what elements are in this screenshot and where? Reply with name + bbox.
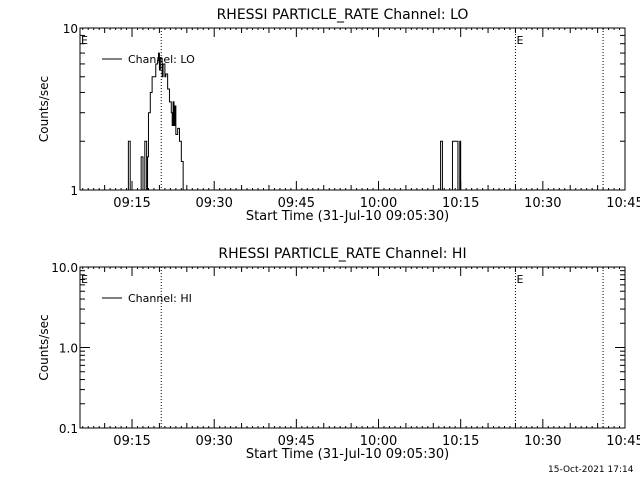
panel-2-legend-label: Channel: HI — [128, 292, 192, 305]
panel-2-x-tick-label: 09:30 — [195, 434, 232, 449]
panel-1-y-axis-label: Counts/sec — [37, 76, 51, 142]
panel-2-title: RHESSI PARTICLE_RATE Channel: HI — [218, 246, 466, 262]
panel-2-y-tick-label: 1.0 — [59, 342, 78, 356]
panel-2-x-axis-label: Start Time (31-Jul-10 09:05:30) — [246, 447, 449, 462]
panel-2-x-tick-label: 10:45 — [606, 434, 640, 449]
panel-1-x-tick-label: 09:15 — [113, 196, 150, 211]
panel-1-title: RHESSI PARTICLE_RATE Channel: LO — [217, 7, 469, 23]
panel-1-series-line — [126, 52, 462, 191]
panel-1-x-tick-label: 10:15 — [442, 196, 479, 211]
panel-2-event-marker-label: E — [516, 273, 523, 286]
panel-1-event-marker-label: E — [516, 34, 523, 47]
panel-1-x-axis-label: Start Time (31-Jul-10 09:05:30) — [246, 209, 449, 224]
panel-1-x-tick-label: 10:30 — [524, 196, 561, 211]
panel-2-y-axis-label: Counts/sec — [37, 314, 51, 380]
panel-2-x-tick-label: 10:30 — [524, 434, 561, 449]
panel-1-legend-label: Channel: LO — [128, 53, 195, 66]
panel-1-x-tick-label: 09:45 — [278, 196, 315, 211]
panel-2-x-tick-label: 09:15 — [113, 434, 150, 449]
panel-1-y-tick-label: 10 — [63, 22, 78, 36]
panel-2-x-tick-label: 10:15 — [442, 434, 479, 449]
panel-1-y-tick-label: 1 — [70, 184, 78, 198]
panel-1-x-tick-label: 10:00 — [360, 196, 397, 211]
panel-1-left-edge-label: E — [81, 34, 88, 47]
panel-2-left-edge-label: E — [81, 273, 88, 286]
panel-2-y-tick-label: 10.0 — [51, 261, 78, 275]
panel-2-y-tick-label: 0.1 — [59, 422, 78, 436]
panel-1-x-tick-label: 10:45 — [606, 196, 640, 211]
panel-2-x-tick-label: 09:45 — [278, 434, 315, 449]
panel-1-x-tick-label: 09:30 — [195, 196, 232, 211]
footer-timestamp: 15-Oct-2021 17:14 — [548, 465, 634, 475]
panel-2-x-tick-label: 10:00 — [360, 434, 397, 449]
